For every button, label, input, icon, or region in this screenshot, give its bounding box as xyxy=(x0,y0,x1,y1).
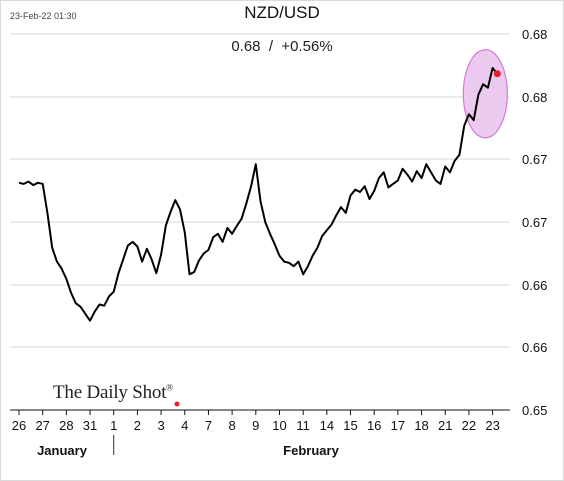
gridlines xyxy=(10,33,510,348)
x-tick-label: 11 xyxy=(296,418,310,433)
month-label: February xyxy=(283,443,339,458)
x-tick-label: 17 xyxy=(391,418,405,433)
series-layer xyxy=(18,67,501,407)
x-axis: 26 27 28 31 1 2 3 4 7 8 9 10 11 14 15 16 17 18 21 22 23Janua… xyxy=(10,409,510,458)
brand-logo: The Daily Shot® xyxy=(53,382,173,404)
y-tick-label: 0.66 xyxy=(522,278,547,293)
x-tick-label: 22 xyxy=(462,418,476,433)
x-tick-label: 27 xyxy=(35,418,49,433)
x-tick-label: 15 xyxy=(343,418,357,433)
y-tick-label: 0.67 xyxy=(522,152,547,167)
x-tick-label: 1 xyxy=(110,418,117,433)
y-tick-label: 0.66 xyxy=(522,340,547,355)
y-tick-label: 0.68 xyxy=(522,27,547,42)
brand-mark: ® xyxy=(166,382,173,393)
x-tick-label: 16 xyxy=(367,418,381,433)
x-tick-label: 9 xyxy=(252,418,259,433)
chart-title: NZD/USD xyxy=(244,3,320,22)
x-tick-label: 23 xyxy=(485,418,499,433)
x-tick-label: 2 xyxy=(134,418,141,433)
x-tick-label: 4 xyxy=(181,418,188,433)
y-tick-label: 0.67 xyxy=(522,215,547,230)
month-label: January xyxy=(37,443,88,458)
series-line xyxy=(18,67,499,322)
x-tick-label: 7 xyxy=(205,418,212,433)
brand-dot xyxy=(174,401,180,407)
x-tick-label: 14 xyxy=(320,418,334,433)
highlight-ellipse xyxy=(462,49,508,139)
x-tick-label: 26 xyxy=(12,418,26,433)
y-tick-label: 0.68 xyxy=(522,90,547,105)
x-tick-label: 3 xyxy=(157,418,164,433)
chart-subtitle: 0.68 / +0.56% xyxy=(231,38,333,55)
y-tick-label: 0.65 xyxy=(522,403,547,418)
x-tick-label: 10 xyxy=(272,418,286,433)
timestamp: 23-Feb-22 01:30 xyxy=(10,11,77,21)
y-axis: 0.65 0.66 0.66 0.67 0.67 0.68 0.68 xyxy=(522,27,547,418)
x-tick-label: 8 xyxy=(229,418,236,433)
brand-text: The Daily Shot xyxy=(53,382,167,403)
x-tick-label: 18 xyxy=(414,418,428,433)
x-tick-label: 31 xyxy=(83,418,97,433)
x-tick-label: 21 xyxy=(438,418,452,433)
highlight-layer xyxy=(462,49,508,139)
x-tick-label: 28 xyxy=(59,418,73,433)
last-value-dot xyxy=(493,70,501,78)
